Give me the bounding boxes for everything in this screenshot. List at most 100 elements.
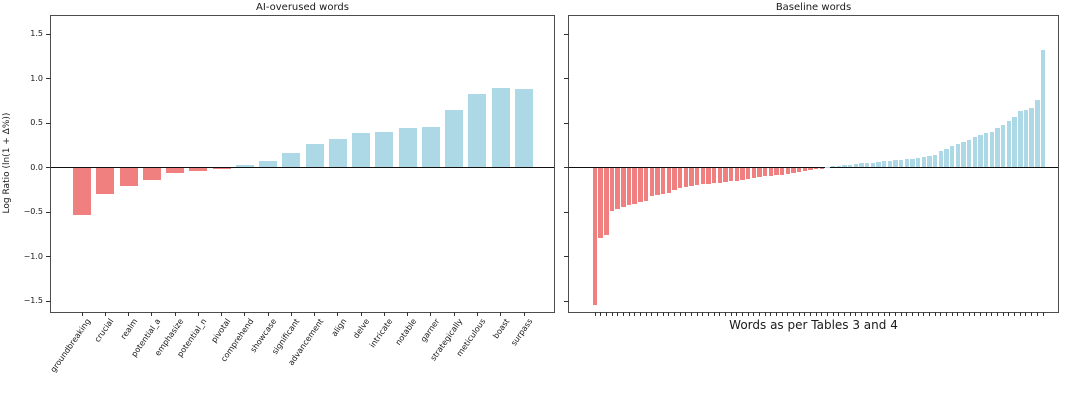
x-tick [453, 312, 455, 316]
baseline-bar-48 [865, 163, 870, 168]
bar-delve [352, 132, 371, 168]
x-tick [951, 312, 953, 316]
x-tick [634, 312, 636, 316]
baseline-bar-73 [1006, 121, 1012, 168]
x-tick [679, 312, 681, 316]
baseline-bar-62 [944, 148, 949, 168]
x-tick [815, 312, 817, 316]
x-tick [758, 312, 760, 316]
baseline-bar-19 [700, 167, 705, 185]
y-tick-label: −1.0 [23, 251, 43, 261]
baseline-bar-4 [615, 167, 620, 210]
y-tick-label: 1.5 [30, 29, 43, 38]
x-tick [906, 312, 908, 316]
y-axis-label: Log Ratio (ln(1 + Δ%)) [2, 112, 12, 214]
baseline-bar-56 [910, 158, 915, 168]
baseline-bar-52 [887, 160, 893, 168]
x-tick [724, 312, 726, 316]
baseline-bar-30 [762, 167, 768, 177]
bar-showcase [259, 161, 278, 168]
baseline-bar-16 [683, 167, 688, 188]
baseline-bar-6 [626, 167, 632, 205]
x-tick [500, 312, 502, 316]
baseline-bar-57 [916, 157, 921, 168]
baseline-bar-31 [768, 167, 773, 176]
bar-meticulous [468, 93, 487, 168]
zero-line [51, 167, 554, 168]
x-tick [946, 312, 948, 316]
x-tick [685, 312, 687, 316]
baseline-bar-49 [870, 162, 876, 168]
baseline-bar-36 [796, 167, 802, 172]
baseline-bar-15 [677, 167, 683, 188]
baseline-chart: Baseline words Words as per Tables 3 and… [564, 2, 1059, 332]
x-tick [866, 312, 868, 316]
x-tick [476, 312, 478, 316]
baseline-bar-25 [734, 167, 739, 181]
x-tick [787, 312, 789, 316]
x-tick [713, 312, 715, 316]
baseline-bar-20 [706, 167, 711, 184]
baseline-bar-55 [904, 159, 910, 168]
y-tick [46, 167, 51, 168]
y-tick-label: −0.5 [23, 207, 43, 216]
x-tick [1036, 312, 1038, 316]
baseline-bar-39 [813, 167, 819, 170]
y-tick [564, 78, 569, 79]
x-tick [707, 312, 709, 316]
baseline-bar-42 [830, 166, 836, 168]
x-tick [821, 312, 823, 316]
y-tick [564, 256, 569, 257]
x-tick [912, 312, 914, 316]
x-tick [1008, 312, 1010, 316]
y-tick [564, 211, 569, 213]
y-tick [46, 33, 51, 35]
x-tick [656, 312, 658, 316]
x-tick [197, 312, 199, 316]
baseline-bar-45 [847, 164, 853, 168]
x-tick [430, 312, 432, 316]
x-tick [957, 312, 959, 316]
x-tick [719, 312, 721, 316]
y-tick-label: 0.0 [30, 162, 43, 172]
x-tick [861, 312, 863, 316]
y-tick [46, 211, 51, 213]
x-tick [900, 312, 902, 316]
y-tick-label: 0.5 [30, 118, 43, 127]
x-tick [594, 312, 596, 316]
baseline-bar-22 [717, 167, 722, 183]
baseline-bar-11 [655, 167, 660, 196]
x-tick [974, 312, 976, 316]
x-tick [940, 312, 942, 316]
right-chart-title: Baseline words [775, 2, 852, 13]
baseline-bar-70 [989, 131, 995, 168]
bar-strategically [445, 109, 464, 168]
x-tick [781, 312, 783, 316]
x-tick [605, 312, 607, 316]
baseline-bar-44 [842, 165, 847, 168]
bar-significant [282, 153, 301, 168]
baseline-bar-3 [609, 167, 615, 212]
x-tick [628, 312, 630, 316]
x-tick [798, 312, 800, 316]
bar-intricate [375, 131, 394, 168]
x-tick [1014, 312, 1016, 316]
x-tick [895, 312, 897, 316]
y-tick-label: 1.0 [30, 73, 43, 83]
baseline-bar-53 [893, 160, 898, 168]
baseline-bar-64 [955, 144, 961, 168]
baseline-bar-38 [808, 167, 813, 171]
x-tick [662, 312, 664, 316]
y-tick-label: −1.5 [23, 296, 43, 305]
baseline-bar-63 [950, 146, 955, 168]
x-tick [804, 312, 806, 316]
baseline-bar-34 [785, 167, 790, 174]
x-tick [523, 312, 525, 316]
x-tick [889, 312, 891, 316]
baseline-bar-78 [1035, 99, 1040, 168]
x-tick [244, 312, 246, 316]
bar-emphasize [166, 167, 185, 173]
x-tick [622, 312, 624, 316]
baseline-bar-67 [972, 137, 978, 168]
x-tick [617, 312, 619, 316]
